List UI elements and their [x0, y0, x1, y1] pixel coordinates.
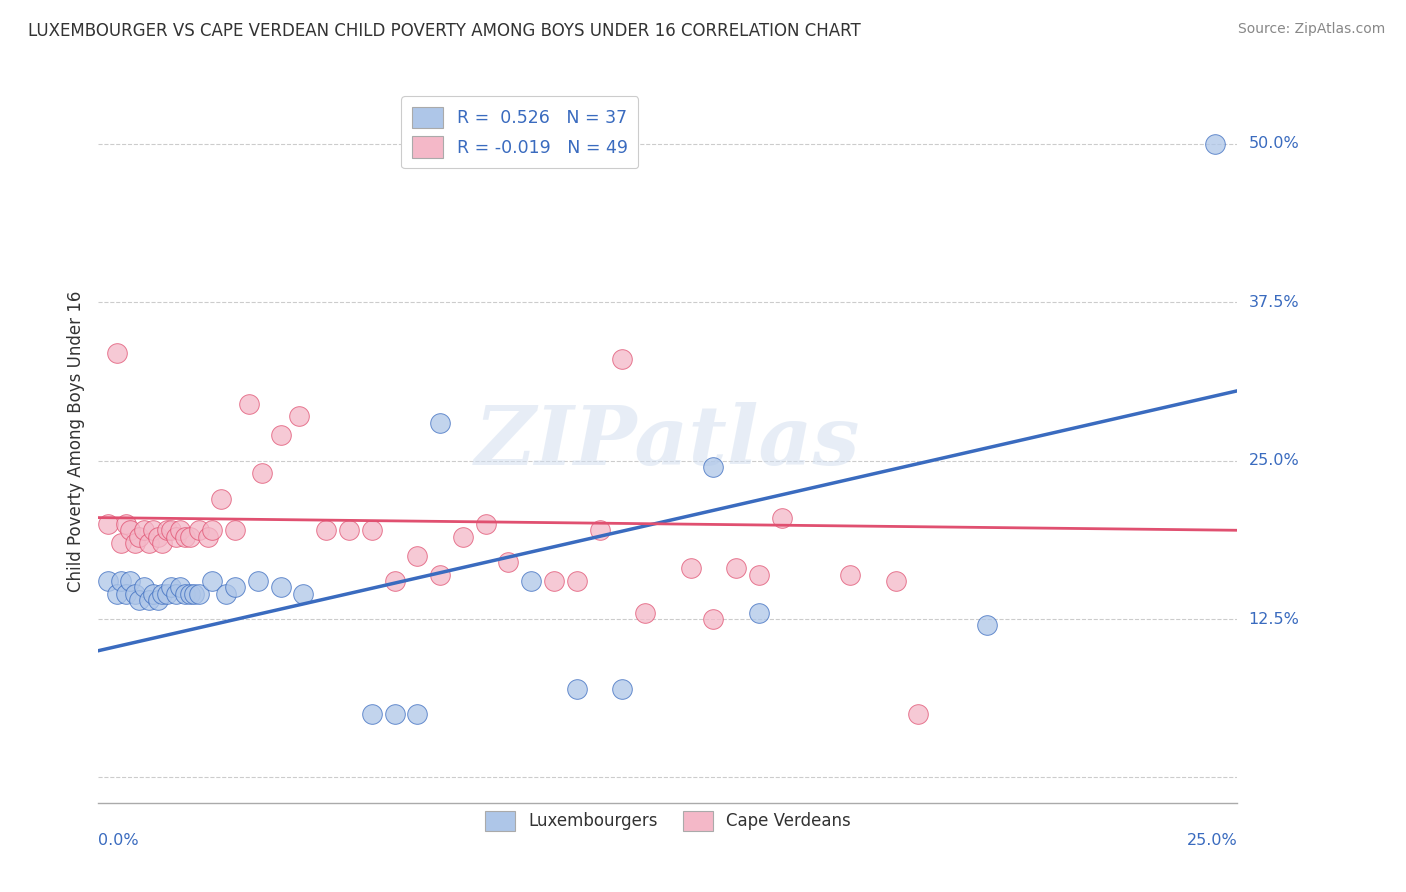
Point: [270, 580, 292, 594]
Point: [160, 580, 183, 594]
Point: [292, 587, 315, 601]
Text: 50.0%: 50.0%: [1249, 136, 1299, 151]
Point: [612, 352, 634, 367]
Text: LUXEMBOURGER VS CAPE VERDEAN CHILD POVERTY AMONG BOYS UNDER 16 CORRELATION CHART: LUXEMBOURGER VS CAPE VERDEAN CHILD POVER…: [28, 22, 860, 40]
Point: [679, 561, 702, 575]
Point: [146, 530, 169, 544]
Point: [384, 574, 406, 588]
Point: [748, 606, 770, 620]
Point: [270, 428, 292, 442]
Point: [183, 587, 205, 601]
Point: [142, 587, 165, 601]
Point: [96, 516, 118, 531]
Point: [337, 523, 360, 537]
Point: [770, 510, 793, 524]
Point: [429, 567, 451, 582]
Point: [169, 523, 191, 537]
Point: [702, 612, 724, 626]
Point: [634, 606, 657, 620]
Point: [110, 574, 132, 588]
Point: [201, 523, 224, 537]
Point: [132, 580, 155, 594]
Point: [165, 530, 187, 544]
Point: [156, 587, 179, 601]
Text: ZIPatlas: ZIPatlas: [475, 401, 860, 482]
Point: [520, 574, 543, 588]
Text: 12.5%: 12.5%: [1249, 612, 1299, 626]
Point: [142, 523, 165, 537]
Text: 37.5%: 37.5%: [1249, 294, 1299, 310]
Y-axis label: Child Poverty Among Boys Under 16: Child Poverty Among Boys Under 16: [66, 291, 84, 592]
Point: [748, 567, 770, 582]
Point: [1204, 136, 1226, 151]
Point: [429, 416, 451, 430]
Point: [120, 574, 142, 588]
Point: [96, 574, 118, 588]
Point: [110, 536, 132, 550]
Point: [165, 587, 187, 601]
Point: [884, 574, 907, 588]
Point: [238, 396, 260, 410]
Point: [839, 567, 862, 582]
Point: [612, 681, 634, 696]
Point: [224, 523, 246, 537]
Point: [315, 523, 337, 537]
Point: [360, 707, 382, 722]
Point: [138, 536, 160, 550]
Point: [224, 580, 246, 594]
Point: [406, 707, 429, 722]
Point: [451, 530, 474, 544]
Point: [179, 587, 201, 601]
Point: [201, 574, 224, 588]
Point: [138, 593, 160, 607]
Point: [976, 618, 998, 632]
Point: [128, 530, 150, 544]
Point: [197, 530, 219, 544]
Point: [187, 587, 209, 601]
Point: [146, 593, 169, 607]
Text: 25.0%: 25.0%: [1187, 833, 1237, 848]
Point: [114, 587, 136, 601]
Point: [160, 523, 183, 537]
Point: [384, 707, 406, 722]
Point: [246, 574, 269, 588]
Text: Source: ZipAtlas.com: Source: ZipAtlas.com: [1237, 22, 1385, 37]
Point: [474, 516, 496, 531]
Point: [907, 707, 929, 722]
Point: [588, 523, 610, 537]
Point: [498, 555, 520, 569]
Point: [128, 593, 150, 607]
Point: [702, 459, 724, 474]
Point: [179, 530, 201, 544]
Point: [565, 574, 588, 588]
Point: [150, 587, 173, 601]
Text: 25.0%: 25.0%: [1249, 453, 1299, 468]
Point: [288, 409, 311, 424]
Text: 0.0%: 0.0%: [98, 833, 139, 848]
Point: [120, 523, 142, 537]
Point: [360, 523, 382, 537]
Point: [209, 491, 232, 506]
Point: [174, 587, 197, 601]
Point: [187, 523, 209, 537]
Point: [252, 467, 274, 481]
Point: [543, 574, 565, 588]
Point: [565, 681, 588, 696]
Point: [725, 561, 748, 575]
Point: [105, 587, 128, 601]
Point: [156, 523, 179, 537]
Point: [406, 549, 429, 563]
Point: [124, 587, 146, 601]
Legend: Luxembourgers, Cape Verdeans: Luxembourgers, Cape Verdeans: [478, 805, 858, 838]
Point: [215, 587, 238, 601]
Point: [150, 536, 173, 550]
Point: [169, 580, 191, 594]
Point: [105, 346, 128, 360]
Point: [114, 516, 136, 531]
Point: [124, 536, 146, 550]
Point: [174, 530, 197, 544]
Point: [132, 523, 155, 537]
